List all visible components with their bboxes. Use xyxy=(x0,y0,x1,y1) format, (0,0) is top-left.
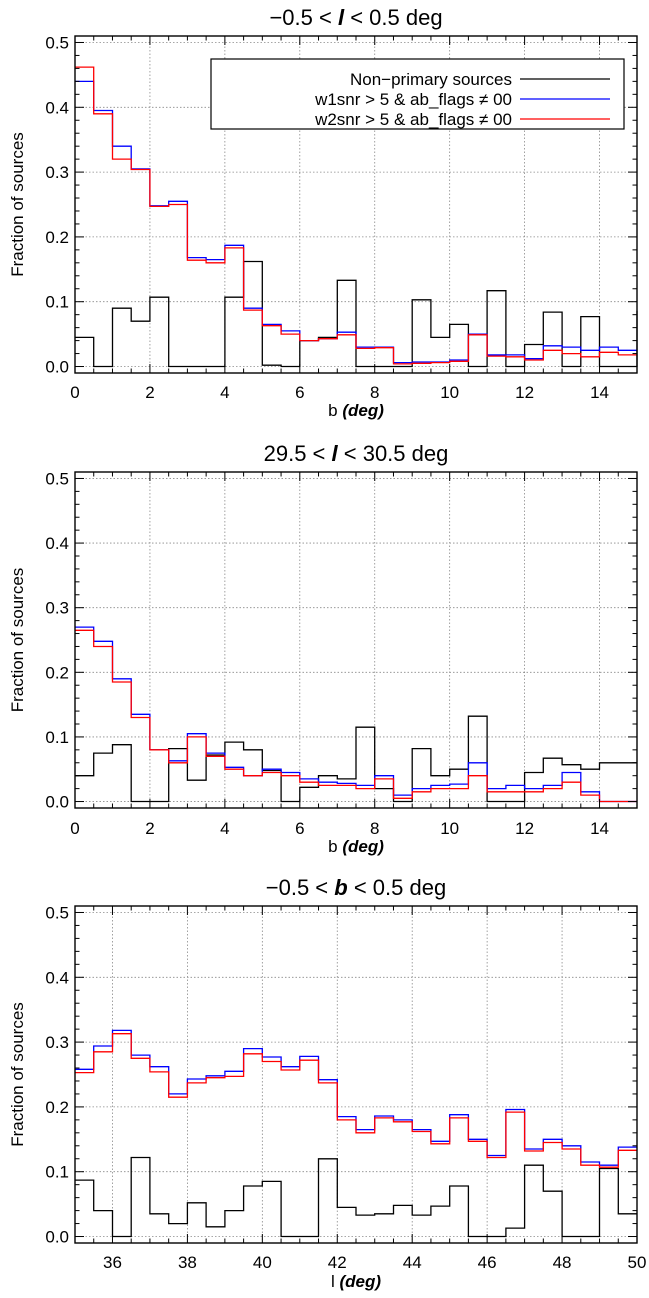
legend-entry-label: Non−primary sources xyxy=(350,70,512,89)
chart-title-part: < 0.5 deg xyxy=(344,5,442,30)
y-tick-label: 0.1 xyxy=(45,728,69,747)
chart-title-part: −0.5 < xyxy=(266,875,335,900)
chart-title-part: < 0.5 deg xyxy=(348,875,446,900)
x-axis-label-part: (deg) xyxy=(338,837,385,856)
x-tick-label: 0 xyxy=(70,383,79,402)
x-axis-label-part: b xyxy=(328,837,337,856)
chart-title-part: −0.5 < xyxy=(269,5,338,30)
series-3-step-line xyxy=(75,1033,637,1168)
x-axis-label: b (deg) xyxy=(328,401,384,420)
y-axis-label: Fraction of sources xyxy=(8,132,27,277)
x-tick-label: 14 xyxy=(590,819,609,838)
x-tick-label: 6 xyxy=(295,383,304,402)
y-tick-label: 0.0 xyxy=(45,1228,69,1247)
chart-title: −0.5 < b < 0.5 deg xyxy=(266,875,446,900)
chart-title-part: < 30.5 deg xyxy=(338,441,449,466)
y-tick-label: 0.4 xyxy=(45,98,69,117)
x-tick-label: 12 xyxy=(515,383,534,402)
x-axis-label: b (deg) xyxy=(328,837,384,856)
x-axis-label-part: b xyxy=(328,401,337,420)
y-tick-label: 0.3 xyxy=(45,599,69,618)
x-tick-label: 42 xyxy=(328,1253,347,1272)
y-tick-label: 0.2 xyxy=(45,663,69,682)
x-tick-label: 6 xyxy=(295,819,304,838)
x-tick-label: 2 xyxy=(145,819,154,838)
y-tick-label: 0.4 xyxy=(45,534,69,553)
x-tick-label: 0 xyxy=(70,819,79,838)
x-axis-label: l (deg) xyxy=(331,1272,381,1291)
x-tick-label: 36 xyxy=(103,1253,122,1272)
legend-entry-label: w2snr > 5 & ab_flags ≠ 00 xyxy=(314,110,512,129)
legend-entry-label: w1snr > 5 & ab_flags ≠ 00 xyxy=(314,90,512,109)
chart-title-part: l xyxy=(332,441,339,466)
y-tick-label: 0.5 xyxy=(45,903,69,922)
x-tick-label: 48 xyxy=(553,1253,572,1272)
series-1-step-line xyxy=(75,1156,637,1238)
y-axis-label: Fraction of sources xyxy=(8,568,27,713)
y-tick-label: 0.5 xyxy=(45,33,69,52)
chart-title-part: 29.5 < xyxy=(264,441,332,466)
y-tick-label: 0.0 xyxy=(45,793,69,812)
x-axis-label-part: (deg) xyxy=(338,401,385,420)
x-tick-label: 14 xyxy=(590,383,609,402)
y-tick-label: 0.3 xyxy=(45,163,69,182)
y-tick-label: 0.5 xyxy=(45,469,69,488)
chart-title-part: b xyxy=(334,875,347,900)
y-tick-label: 0.2 xyxy=(45,228,69,247)
y-tick-label: 0.3 xyxy=(45,1033,69,1052)
x-tick-label: 2 xyxy=(145,383,154,402)
chart-title: −0.5 < l < 0.5 deg xyxy=(269,5,442,30)
series-1-step-line xyxy=(75,715,637,803)
y-tick-label: 0.1 xyxy=(45,1163,69,1182)
chart-panel-3: 36 38 40 42 44 46 48 50 0.0 0.1 0.2 0.3 0.4 0.5 −0.5 <… xyxy=(8,875,646,1291)
series-3-step-line xyxy=(75,629,637,803)
y-tick-label: 0.4 xyxy=(45,968,69,987)
x-tick-label: 40 xyxy=(253,1253,272,1272)
x-tick-label: 10 xyxy=(440,819,459,838)
chart-panel-2: 0 2 4 6 8 10 12 14 0.0 0.1 0.2 0.3 0.4 0.5 29.5 < l < … xyxy=(8,441,638,856)
y-tick-label: 0.0 xyxy=(45,358,69,377)
chart-title: 29.5 < l < 30.5 deg xyxy=(264,441,449,466)
x-tick-label: 46 xyxy=(478,1253,497,1272)
x-tick-label: 8 xyxy=(370,383,379,402)
y-tick-label: 0.2 xyxy=(45,1098,69,1117)
series-3-step-line xyxy=(75,66,637,365)
x-tick-label: 50 xyxy=(628,1253,647,1272)
x-axis-label-part: l xyxy=(331,1272,335,1291)
y-tick-label: 0.1 xyxy=(45,293,69,312)
y-axis-label: Fraction of sources xyxy=(8,1002,27,1147)
x-tick-label: 10 xyxy=(440,383,459,402)
x-tick-label: 4 xyxy=(220,819,229,838)
x-tick-label: 8 xyxy=(370,819,379,838)
x-tick-label: 38 xyxy=(178,1253,197,1272)
x-tick-label: 44 xyxy=(403,1253,422,1272)
x-tick-label: 4 xyxy=(220,383,229,402)
chart-title-part: l xyxy=(338,5,345,30)
x-tick-label: 12 xyxy=(515,819,534,838)
x-axis-label-part: (deg) xyxy=(335,1272,382,1291)
series-1-step-line xyxy=(75,260,638,368)
chart-panel-1: 0 2 4 6 8 10 12 14 0.0 0.1 0.2 0.3 0.4 0.5 −0.5 < l < … xyxy=(8,5,638,420)
legend-box xyxy=(210,58,625,130)
